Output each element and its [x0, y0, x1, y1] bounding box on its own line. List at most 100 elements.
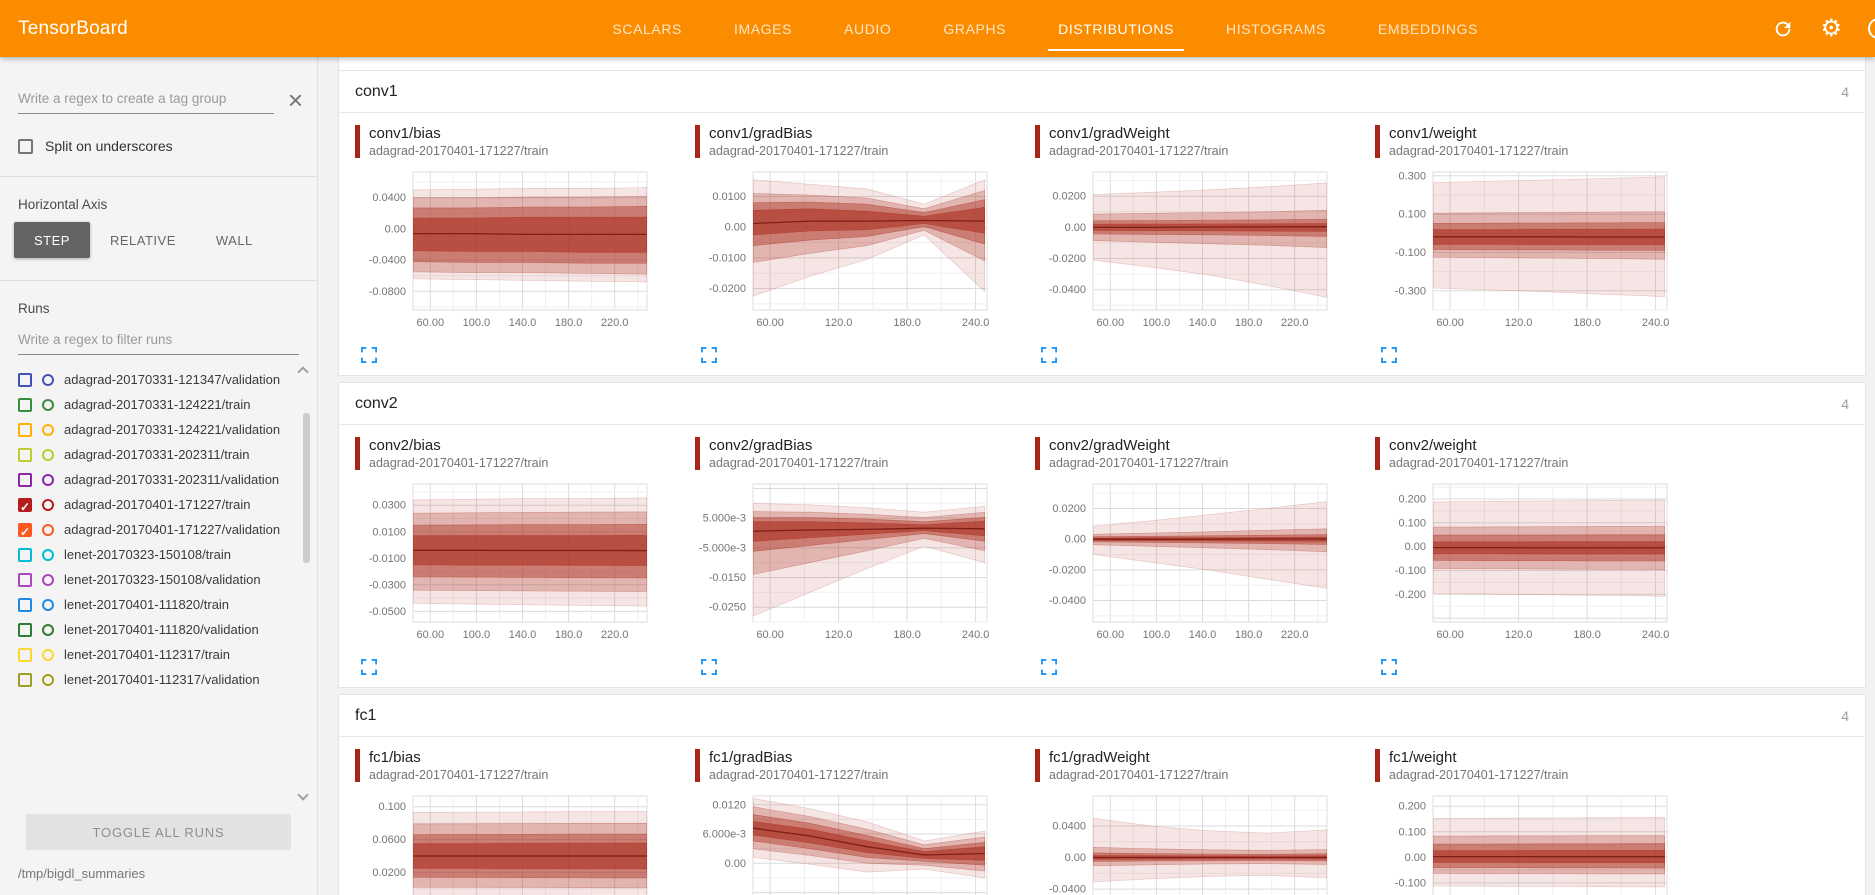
run-checkbox-icon[interactable] — [18, 372, 32, 387]
svg-text:220.0: 220.0 — [1281, 629, 1309, 641]
expand-icon[interactable] — [1380, 658, 1399, 677]
run-radio-icon[interactable] — [42, 448, 54, 461]
run-radio-icon[interactable] — [42, 423, 54, 436]
section-conv1: conv1 4 conv1/bias adagrad-20170401-171227/… — [338, 70, 1866, 376]
toggle-all-runs-button[interactable]: TOGGLE ALL RUNS — [26, 814, 291, 850]
run-checkbox-icon[interactable] — [18, 572, 32, 587]
run-checkbox-icon[interactable]: ✓ — [18, 497, 32, 514]
axis-relative-button[interactable]: RELATIVE — [90, 222, 196, 258]
section-count: 4 — [1841, 83, 1849, 100]
distribution-plot: 60.00100.0140.0180.0220.00.04000.00-0.04… — [1033, 788, 1373, 895]
runs-filter-input[interactable] — [18, 326, 299, 355]
tab-images[interactable]: IMAGES — [733, 20, 793, 37]
svg-text:6.000e-3: 6.000e-3 — [703, 829, 746, 841]
run-radio-icon[interactable] — [42, 648, 54, 661]
scroll-down-icon[interactable] — [297, 789, 309, 801]
refresh-icon[interactable] — [1772, 18, 1794, 40]
run-row[interactable]: adagrad-20170331-202311/validation — [18, 467, 285, 492]
svg-text:-0.0400: -0.0400 — [1049, 595, 1086, 607]
svg-text:120.0: 120.0 — [1505, 317, 1533, 329]
tab-histograms[interactable]: HISTOGRAMS — [1226, 20, 1326, 37]
run-row[interactable]: lenet-20170401-111820/validation — [18, 617, 285, 642]
run-radio-icon[interactable] — [42, 598, 54, 611]
run-radio-icon[interactable] — [42, 673, 54, 686]
svg-text:-0.0500: -0.0500 — [369, 606, 406, 618]
chart-header: fc1/gradBias adagrad-20170401-171227/trai… — [695, 749, 1033, 782]
run-checkbox-icon[interactable]: ✓ — [18, 522, 32, 539]
divider — [0, 280, 317, 281]
svg-text:0.00: 0.00 — [1405, 852, 1426, 864]
svg-text:180.0: 180.0 — [1573, 629, 1601, 641]
settings-icon[interactable]: ⚙ — [1820, 14, 1842, 42]
run-checkbox-icon[interactable] — [18, 597, 32, 612]
section-header[interactable]: conv2 4 — [339, 383, 1865, 425]
distribution-plot: 60.00100.0140.0180.0220.00.1000.06000.02… — [353, 788, 693, 895]
run-row[interactable]: adagrad-20170331-124221/train — [18, 392, 285, 417]
run-checkbox-icon[interactable] — [18, 472, 32, 487]
chart-conv2-bias: conv2/bias adagrad-20170401-171227/train 6… — [353, 437, 693, 681]
run-checkbox-icon[interactable] — [18, 447, 32, 462]
chart-title: conv2/gradBias — [709, 437, 813, 454]
run-row[interactable]: lenet-20170323-150108/validation — [18, 567, 285, 592]
run-row[interactable]: lenet-20170401-112317/validation — [18, 667, 285, 692]
svg-text:0.0600: 0.0600 — [372, 834, 406, 846]
run-checkbox-icon[interactable] — [18, 397, 32, 412]
expand-icon[interactable] — [1380, 346, 1399, 365]
tab-distributions[interactable]: DISTRIBUTIONS — [1032, 0, 1200, 57]
expand-icon[interactable] — [360, 658, 379, 677]
run-row[interactable]: adagrad-20170331-121347/validation — [18, 367, 285, 392]
scrollbar-thumb[interactable] — [303, 413, 310, 563]
tab-embeddings[interactable]: EMBEDDINGS — [1377, 20, 1479, 37]
svg-text:-0.0100: -0.0100 — [709, 252, 746, 264]
svg-text:220.0: 220.0 — [601, 317, 629, 329]
svg-text:60.00: 60.00 — [1097, 629, 1125, 641]
expand-icon[interactable] — [700, 658, 719, 677]
expand-icon[interactable] — [360, 346, 379, 365]
run-checkbox-icon[interactable] — [18, 547, 32, 562]
run-radio-icon[interactable] — [42, 623, 54, 636]
axis-wall-button[interactable]: WALL — [196, 222, 273, 258]
run-checkbox-icon[interactable] — [18, 647, 32, 662]
run-row[interactable]: ✓ adagrad-20170401-171227/train — [18, 492, 285, 517]
help-icon[interactable]: ? — [1868, 18, 1875, 39]
tag-group-regex-input[interactable] — [18, 85, 274, 114]
run-radio-icon[interactable] — [42, 398, 54, 411]
run-radio-icon[interactable] — [42, 523, 54, 536]
run-label: adagrad-20170331-202311/validation — [64, 472, 280, 487]
chart-run: adagrad-20170401-171227/train — [369, 768, 549, 782]
run-row[interactable]: adagrad-20170331-202311/train — [18, 442, 285, 467]
chart-run: adagrad-20170401-171227/train — [1049, 144, 1229, 158]
section-header[interactable]: fc1 4 — [339, 695, 1865, 737]
section-header[interactable]: conv1 4 — [339, 71, 1865, 113]
axis-step-button[interactable]: STEP — [14, 222, 90, 258]
tab-scalars[interactable]: SCALARS — [612, 20, 682, 37]
section-count: 4 — [1841, 395, 1849, 412]
run-row[interactable]: lenet-20170401-112317/train — [18, 642, 285, 667]
split-on-underscores-checkbox[interactable]: Split on underscores — [18, 138, 299, 154]
distribution-plot: 60.00 100.0 140.0 180.0 220.0 0.0200 0.00 -0.02… — [1033, 476, 1373, 653]
run-radio-icon[interactable] — [42, 498, 54, 511]
svg-text:0.100: 0.100 — [378, 801, 406, 813]
chart-conv2-weight: conv2/weight adagrad-20170401-171227/trai… — [1373, 437, 1713, 681]
chart-fc1-weight: fc1/weightadagrad-20170401-171227/train6… — [1373, 749, 1713, 895]
close-icon[interactable]: × — [287, 84, 303, 115]
run-radio-icon[interactable] — [42, 373, 54, 386]
run-radio-icon[interactable] — [42, 548, 54, 561]
run-checkbox-icon[interactable] — [18, 672, 32, 687]
expand-icon[interactable] — [1040, 658, 1059, 677]
run-checkbox-icon[interactable] — [18, 422, 32, 437]
run-row[interactable]: lenet-20170323-150108/train — [18, 542, 285, 567]
run-row[interactable]: ✓ adagrad-20170401-171227/validation — [18, 517, 285, 542]
tab-audio[interactable]: AUDIO — [844, 20, 892, 37]
run-label: adagrad-20170331-124221/validation — [64, 422, 281, 437]
run-row[interactable]: adagrad-20170331-124221/validation — [18, 417, 285, 442]
run-radio-icon[interactable] — [42, 473, 54, 486]
expand-icon[interactable] — [1040, 346, 1059, 365]
run-radio-icon[interactable] — [42, 573, 54, 586]
run-row[interactable]: lenet-20170401-111820/train — [18, 592, 285, 617]
tab-graphs[interactable]: GRAPHS — [943, 20, 1007, 37]
expand-icon[interactable] — [700, 346, 719, 365]
run-checkbox-icon[interactable] — [18, 622, 32, 637]
svg-text:60.00: 60.00 — [417, 317, 445, 329]
